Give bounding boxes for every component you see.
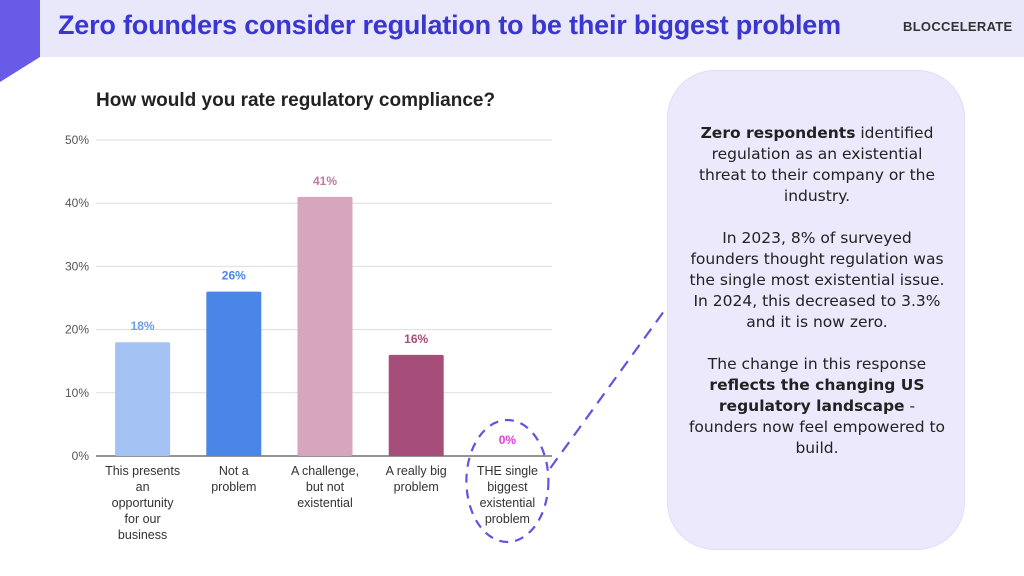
insight-bold-1: Zero respondents [700, 124, 856, 142]
x-tick-label: problem [485, 512, 530, 526]
x-tick-label: problem [211, 480, 256, 494]
x-tick-label: THE single [477, 464, 538, 478]
data-label: 18% [131, 319, 155, 333]
insight-text-3b: - founders now feel empowered to build. [688, 397, 946, 457]
data-label: 41% [313, 174, 337, 188]
y-tick-label: 10% [65, 386, 89, 400]
connector-line [549, 306, 668, 469]
y-tick-label: 50% [65, 133, 89, 147]
bar [388, 354, 444, 456]
y-tick-label: 20% [65, 323, 89, 337]
y-tick-label: 0% [72, 449, 90, 463]
data-label: 16% [404, 332, 428, 346]
x-tick-label: existential [480, 496, 536, 510]
slide-title: Zero founders consider regulation to be … [58, 10, 841, 40]
insight-paragraph-2: In 2023, 8% of surveyed founders thought… [689, 229, 945, 331]
insight-bold-3: reflects the changing US regulatory land… [709, 376, 925, 415]
y-tick-label: 30% [65, 259, 89, 273]
data-label: 26% [222, 269, 246, 283]
insight-paragraph-1: Zero respondents identified regulation a… [688, 123, 946, 207]
bar [297, 196, 353, 456]
insight-text-1: identified regulation as an existential … [698, 124, 936, 205]
highlight-circle [465, 418, 550, 544]
insight-panel: Zero respondents identified regulation a… [667, 70, 965, 550]
x-tick-label: This presents [105, 464, 180, 478]
bloccelerate-logo: BLOCCELERATE [903, 19, 1013, 34]
x-tick-label: but not [306, 480, 345, 494]
x-tick-label: for our [125, 512, 161, 526]
bar [206, 291, 262, 456]
x-tick-label: biggest [487, 480, 528, 494]
insight-text-3a: The change in this response [707, 355, 927, 373]
y-tick-label: 40% [65, 196, 89, 210]
x-tick-label: A challenge, [291, 464, 359, 478]
data-label: 0% [499, 433, 517, 447]
x-tick-label: an [136, 480, 150, 494]
x-tick-label: business [118, 528, 167, 542]
accent-shape [0, 0, 40, 82]
x-tick-label: A really big [386, 464, 447, 478]
x-tick-label: opportunity [112, 496, 175, 510]
chart-title: How would you rate regulatory compliance… [96, 90, 496, 111]
x-tick-label: problem [394, 480, 439, 494]
insight-paragraph-3: The change in this response reflects the… [688, 354, 946, 459]
bar [115, 342, 171, 456]
x-tick-label: Not a [219, 464, 249, 478]
x-tick-label: existential [297, 496, 353, 510]
header-band [0, 0, 1024, 57]
